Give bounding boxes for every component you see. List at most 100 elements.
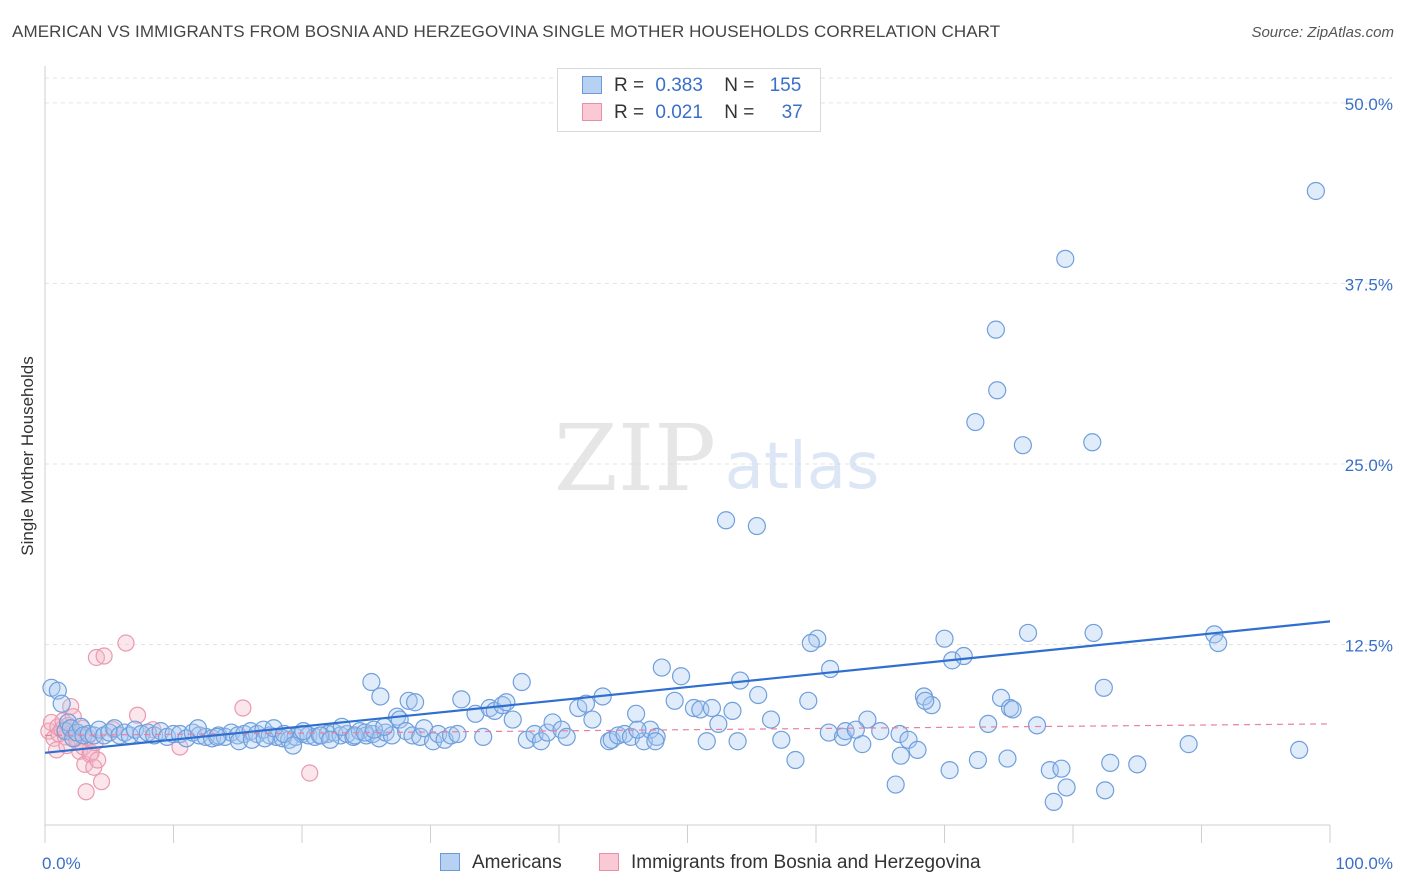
americans-point — [1084, 623, 1103, 643]
bottom-legend-americans-label: Americans — [472, 852, 562, 873]
immigrants-point — [95, 647, 113, 665]
americans-point — [716, 511, 736, 530]
americans-point — [1179, 735, 1198, 754]
immigrants-point — [77, 783, 95, 801]
americans-point — [747, 516, 766, 536]
americans-point — [702, 698, 722, 718]
americans-point — [512, 672, 531, 692]
americans-point — [998, 749, 1017, 768]
y-axis-label: Single Mother Households — [18, 356, 37, 556]
americans-point — [786, 750, 805, 770]
axes — [44, 66, 1331, 843]
americans-point — [1096, 781, 1115, 800]
americans-point — [626, 704, 646, 723]
americans-point — [474, 727, 493, 747]
americans-point — [1013, 436, 1032, 455]
americans-point — [452, 690, 471, 709]
immigrants-point — [92, 773, 111, 791]
americans-point — [405, 693, 425, 712]
immigrants-point — [234, 699, 252, 717]
legend-n-value: 155 — [769, 75, 802, 96]
americans-trend-line — [44, 620, 1331, 754]
americans-point — [208, 727, 227, 747]
americans-point — [1027, 716, 1047, 735]
immigrants-point — [89, 751, 107, 769]
bottom-legend-americans: Americans — [440, 852, 562, 874]
americans-point — [576, 694, 596, 713]
americans-points — [42, 181, 1325, 811]
y-tick-label: 50.0% — [1345, 95, 1393, 114]
source-label: Source: ZipAtlas.com — [1251, 24, 1394, 41]
americans-point — [772, 730, 791, 749]
americans-point — [1290, 740, 1309, 760]
trend-lines — [44, 620, 1331, 754]
americans-point — [399, 691, 418, 710]
americans-point — [799, 691, 818, 710]
americans-point — [697, 732, 716, 751]
americans-point — [321, 730, 340, 749]
americans-point — [886, 775, 905, 794]
immigrants-points — [40, 634, 319, 801]
y-tick-label: 37.5% — [1345, 275, 1393, 294]
watermark: ZIP atlas — [554, 405, 879, 512]
legend-swatch-immigrants — [582, 103, 602, 121]
americans-point — [821, 659, 840, 679]
americans-point — [538, 723, 557, 742]
legend-r-value: 0.383 — [655, 75, 703, 96]
americans-point — [310, 726, 330, 745]
americans-point — [1083, 433, 1102, 452]
legend-r-label: R = — [614, 75, 645, 96]
americans-point — [968, 750, 988, 770]
americans-point — [1018, 623, 1038, 643]
immigrants-trend-line — [44, 723, 1331, 737]
americans-point — [691, 700, 710, 719]
americans-point — [858, 710, 877, 729]
americans-point — [891, 746, 910, 765]
americans-point — [345, 726, 364, 745]
watermark-atlas: atlas — [725, 430, 880, 504]
americans-point — [916, 691, 935, 710]
legend-swatch-americans — [582, 76, 602, 94]
americans-point — [403, 726, 422, 745]
americans-point — [801, 633, 820, 653]
americans-point — [1057, 778, 1076, 797]
watermark-zip: ZIP — [554, 405, 716, 512]
americans-point — [448, 724, 467, 744]
americans-point — [991, 688, 1011, 708]
legend-n-label: N = — [724, 75, 755, 96]
americans-point — [671, 667, 691, 686]
correlation-legend: R = 0.383 N = 155 R = 0.021 N = 37 — [557, 68, 821, 132]
americans-point — [503, 710, 522, 729]
immigrants-point — [117, 634, 135, 652]
americans-point — [846, 720, 865, 739]
americans-point — [728, 732, 747, 751]
y-tick-label: 25.0% — [1345, 456, 1393, 475]
americans-point — [497, 693, 516, 712]
bottom-swatch-immigrants — [599, 853, 619, 871]
americans-point — [890, 724, 909, 744]
americans-point — [557, 727, 576, 747]
americans-point — [1128, 755, 1147, 774]
americans-point — [89, 720, 109, 739]
americans-point — [986, 320, 1006, 339]
americans-point — [52, 694, 71, 713]
immigrants-point — [301, 764, 319, 782]
americans-point — [1056, 249, 1075, 268]
x-tick-label: 100.0% — [1335, 854, 1393, 873]
americans-point — [979, 714, 998, 734]
bottom-legend-immigrants-label: Immigrants from Bosnia and Herzegovina — [631, 852, 981, 873]
legend-n-value: 37 — [781, 102, 803, 123]
americans-point — [646, 732, 665, 751]
americans-point — [1003, 700, 1022, 719]
americans-point — [1094, 678, 1113, 697]
americans-point — [362, 672, 381, 692]
americans-point — [954, 646, 973, 666]
bottom-swatch-americans — [440, 853, 460, 871]
americans-point — [684, 698, 704, 718]
americans-point — [871, 722, 890, 741]
chart-title: AMERICAN VS IMMIGRANTS FROM BOSNIA AND H… — [12, 22, 1001, 41]
americans-point — [1040, 761, 1059, 780]
americans-point — [723, 701, 742, 721]
americans-point — [1306, 181, 1325, 201]
